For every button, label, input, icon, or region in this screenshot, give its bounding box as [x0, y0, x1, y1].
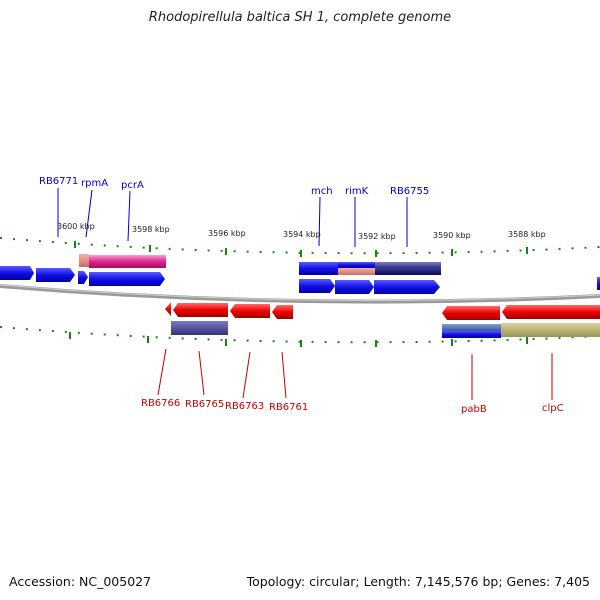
reverse-gene-arrow[interactable]: [230, 304, 270, 318]
reverse-gene-arrow[interactable]: [502, 305, 600, 319]
feature-block[interactable]: [79, 254, 89, 267]
feature-block[interactable]: [299, 262, 338, 275]
feature-block[interactable]: [338, 262, 375, 268]
forward-gene-arrow[interactable]: [597, 277, 600, 290]
forward-genes: [0, 254, 600, 294]
scale-label: 3596 kbp: [208, 229, 246, 238]
forward-gene-arrow[interactable]: [335, 280, 374, 294]
feature-block[interactable]: [338, 268, 375, 275]
gene-label-clpc[interactable]: clpC: [542, 403, 564, 414]
genome-summary-text: Topology: circular; Length: 7,145,576 bp…: [246, 574, 590, 589]
forward-gene-arrow[interactable]: [0, 266, 34, 280]
gene-label-rb6763[interactable]: RB6763: [225, 401, 264, 412]
genome-title: Rhodopirellula baltica SH 1, complete ge…: [148, 10, 452, 25]
gene-label-pabb[interactable]: pabB: [461, 404, 487, 415]
genome-backbone: [0, 284, 600, 304]
feature-block[interactable]: [89, 255, 166, 268]
scale-label: 3600 kbp: [57, 222, 95, 231]
scale-label: 3594 kbp: [283, 230, 321, 239]
forward-label-lines: [57, 188, 408, 247]
forward-gene-arrow[interactable]: [78, 271, 88, 284]
gene-label-rb6771[interactable]: RB6771: [39, 176, 78, 187]
gene-label-rimk[interactable]: rimK: [345, 186, 369, 197]
forward-gene-arrow[interactable]: [89, 272, 165, 286]
forward-gene-arrow[interactable]: [374, 280, 440, 294]
scale-label: 3592 kbp: [358, 232, 396, 241]
feature-block[interactable]: [375, 262, 441, 268]
gene-label-rpma[interactable]: rpmA: [81, 178, 108, 189]
scale-label: 3590 kbp: [433, 231, 471, 240]
reverse-gene-arrow[interactable]: [272, 305, 293, 319]
gene-label-rb6765[interactable]: RB6765: [185, 399, 224, 410]
feature-block[interactable]: [442, 324, 501, 331]
reverse-gene-arrow[interactable]: [173, 303, 228, 317]
gene-label-rb6761[interactable]: RB6761: [269, 402, 308, 413]
gene-label-rb6755[interactable]: RB6755: [390, 186, 429, 197]
forward-gene-arrow[interactable]: [36, 268, 75, 282]
forward-gene-arrow[interactable]: [299, 279, 335, 293]
feature-block[interactable]: [375, 268, 441, 275]
feature-block[interactable]: [171, 321, 228, 335]
scale-label: 3588 kbp: [508, 230, 546, 239]
feature-block[interactable]: [442, 331, 501, 338]
gene-label-mch[interactable]: mch: [311, 186, 333, 197]
major-ticks: [69, 241, 528, 347]
gene-label-pcra[interactable]: pcrA: [121, 180, 144, 191]
reverse-label-lines: [157, 348, 553, 400]
gene-label-rb6766[interactable]: RB6766: [141, 398, 180, 409]
feature-block[interactable]: [501, 323, 600, 337]
accession-text: Accession: NC_005027: [9, 574, 152, 589]
reverse-gene-arrow[interactable]: [442, 306, 500, 320]
scale-label: 3598 kbp: [132, 225, 170, 234]
reverse-genes: [165, 302, 600, 338]
reverse-gene-arrow[interactable]: [165, 302, 171, 316]
